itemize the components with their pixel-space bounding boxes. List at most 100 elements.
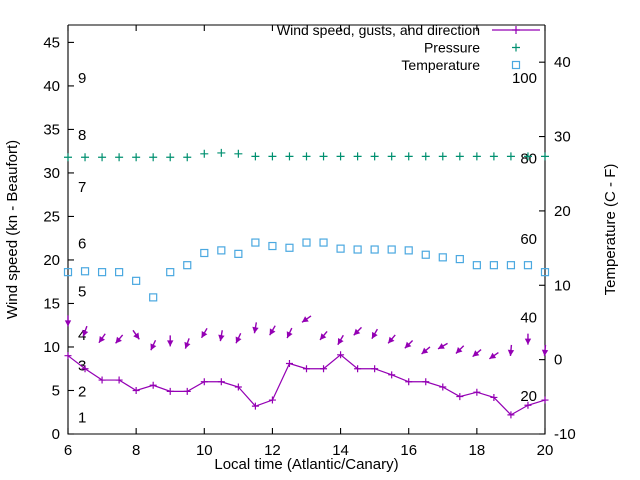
pressure-point [234,149,243,158]
x-tick-label: 16 [400,442,417,459]
temperature-point [506,261,516,270]
y-tick-label: 30 [43,165,60,182]
x-axis-title: Local time (Atlantic/Canary) [214,456,398,473]
wind-speed-point [507,411,515,419]
pressure-point [455,152,464,161]
temperature-point [472,261,481,270]
beaufort-label-5: 5 [78,283,86,300]
pressure-point [115,153,124,162]
arrow-head [524,338,532,345]
arrow-head [218,334,225,342]
wind-direction-arrow [200,327,208,339]
arrow-head [320,333,327,340]
y2-tick-label: 0 [554,352,562,369]
y2-tick-label: 20 [554,203,571,220]
legend-sample-square [511,60,521,70]
beaufort-label-2: 2 [78,383,86,400]
wind-speed-point [251,402,259,410]
pressure-point [336,152,345,161]
wind-speed-line [67,354,546,416]
arrow-head [507,349,515,356]
wind-direction-arrow [319,331,328,341]
axis-frame [67,25,546,435]
wind-direction-arrow [455,345,465,354]
pressure-point [319,152,328,161]
arrow-head [82,329,89,337]
pressure-point [506,152,515,161]
pressure-point [285,152,294,161]
wind-speed-point [320,365,328,373]
pressure-point [166,153,175,162]
pressure-point [472,152,481,161]
arrow-head [167,340,174,347]
temperature-point [251,238,260,247]
wind-direction-arrow [472,348,482,358]
temperature-point [132,276,141,285]
wind-speed-point [371,365,379,373]
wind-speed-point [473,388,481,396]
wind-speed-point [524,401,532,409]
pressure-point [217,148,226,157]
pressure-point [489,152,498,161]
beaufort-label-8: 8 [78,127,86,144]
temperature-point [336,244,345,253]
wind-speed-point [268,396,276,404]
pressure-label-20: 20 [520,388,537,405]
arrow-head [150,343,157,351]
wind-direction-arrow [286,327,293,339]
pressure-point [353,152,362,161]
wind-speed-point [149,381,157,389]
arrow-head [269,328,276,336]
arrow-head [201,331,208,338]
beaufort-label-1: 1 [78,410,86,427]
y2-axis-title: Temperature (C - F) [602,164,619,296]
legend-label-0: Wind speed, gusts, and direction [277,22,480,38]
temperature-point [421,250,430,259]
arrow-head [184,341,191,349]
wind-direction-arrow [269,325,276,336]
temperature-point [285,243,294,252]
wind-speed-point [166,387,174,395]
temperature-point [302,238,311,247]
pressure-point [387,152,396,161]
wind-speed-point [132,386,140,394]
beaufort-label-6: 6 [78,236,86,253]
temperature-point [183,261,192,270]
temperature-point [353,245,362,254]
temperature-point [80,267,90,276]
pressure-label-60: 60 [520,231,537,248]
temperature-point [97,268,107,277]
temperature-point [268,241,277,251]
wind-speed-point [183,387,191,395]
wind-direction-arrow [404,339,414,349]
pressure-point [404,152,413,161]
legend-label-1: Pressure [424,40,480,56]
x-tick-label: 6 [64,442,72,459]
x-tick-label: 18 [469,442,486,459]
pressure-point [98,153,107,162]
x-tick-label: 20 [537,442,554,459]
temperature-point [404,246,413,255]
wind-speed-point [234,383,242,391]
beaufort-label-7: 7 [78,179,86,196]
wind-speed-point [354,365,362,373]
wind-direction-arrow [541,344,549,356]
arrow-head [353,328,361,336]
wind-speed-point [490,393,498,401]
pressure-point [541,152,549,161]
wind-direction-arrow [150,339,157,351]
arrow-head [235,336,242,344]
temperature-point [319,238,328,247]
x-tick-label: 12 [264,442,281,459]
arrow-head [421,347,429,354]
wind-speed-point [337,351,345,359]
wind-direction-arrow [387,334,396,344]
wind-direction-arrow [371,328,378,340]
temperature-point [540,268,550,277]
wind-speed-point [115,376,123,384]
wind-direction-arrow [507,344,515,356]
y-tick-label: 10 [43,339,60,356]
wind-direction-arrow [98,333,106,344]
arrow-head [388,336,395,344]
y-tick-label: 0 [52,426,60,443]
